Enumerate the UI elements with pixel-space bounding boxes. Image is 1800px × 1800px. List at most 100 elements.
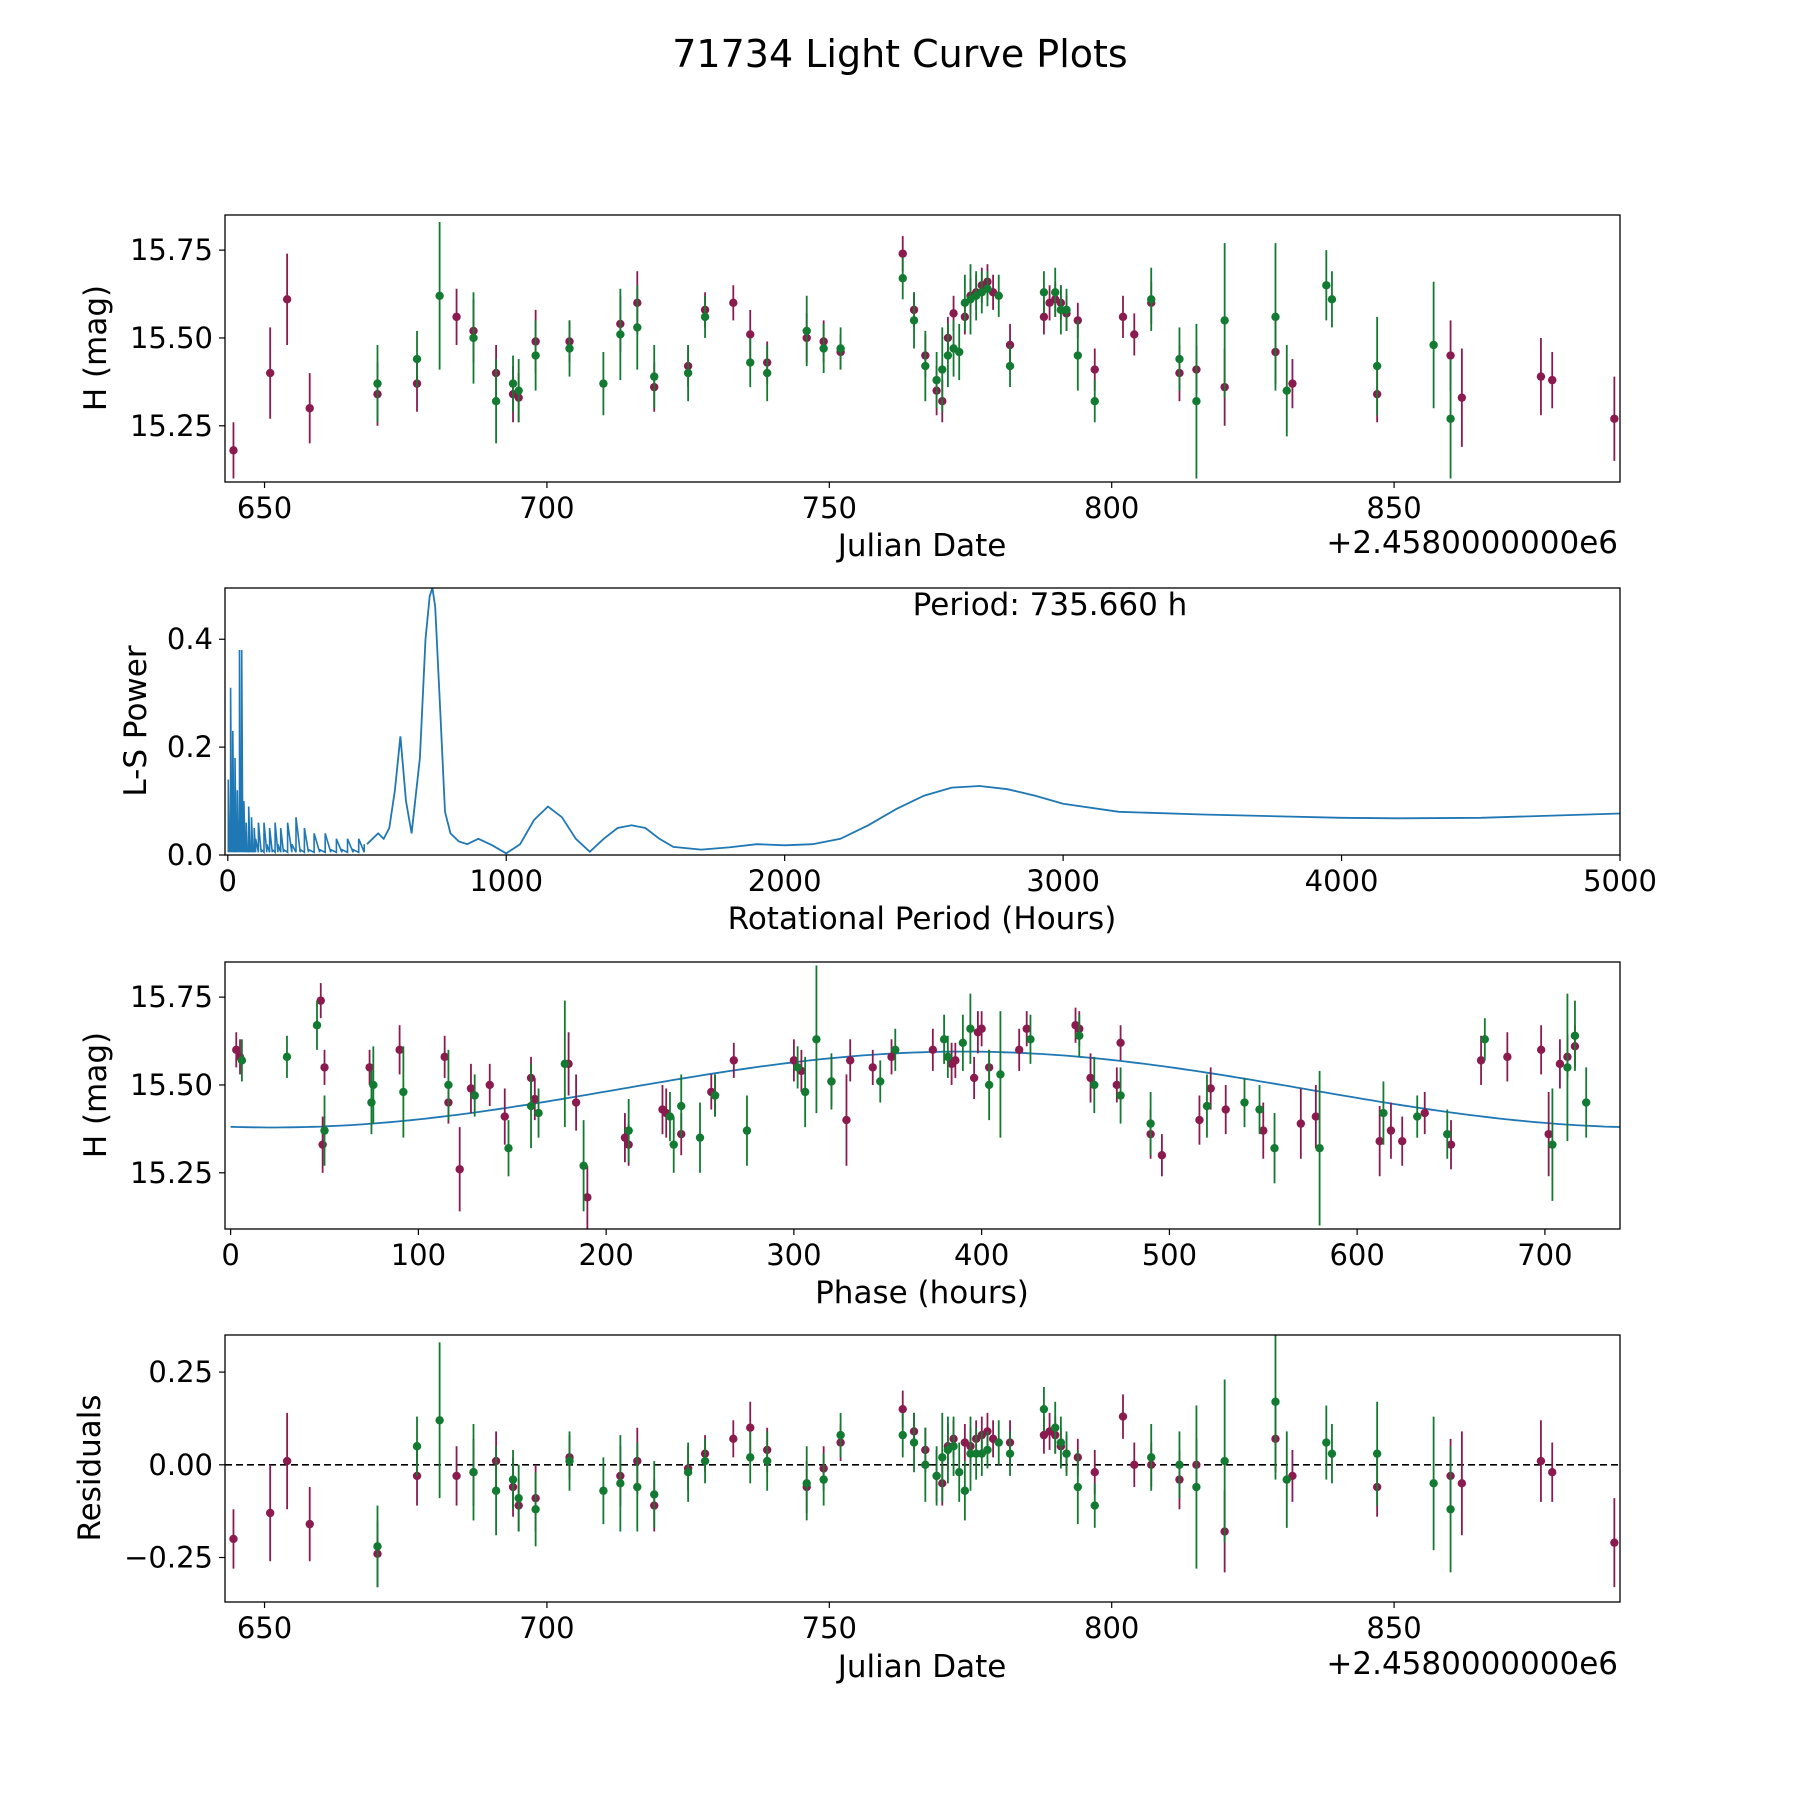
x-tick-label: 850 (1366, 1611, 1421, 1645)
data-point (683, 344, 693, 402)
marker (1220, 316, 1229, 325)
y-tick-label: 15.50 (130, 1068, 213, 1102)
marker (939, 1035, 949, 1044)
data-point (1045, 1412, 1054, 1450)
data-point (1271, 243, 1280, 391)
x-tick-label: 750 (802, 491, 857, 525)
marker (746, 330, 755, 339)
marker (531, 1505, 540, 1514)
marker (943, 1052, 953, 1062)
marker (1582, 1098, 1591, 1107)
marker (1429, 340, 1438, 350)
marker (265, 368, 275, 378)
marker (616, 1479, 625, 1488)
marker (1311, 1112, 1321, 1121)
data-point (1073, 1449, 1083, 1525)
periodogram-marks (227, 588, 1620, 855)
marker (746, 358, 755, 367)
marker (491, 1486, 501, 1495)
data-point (812, 965, 821, 1114)
marker (1073, 316, 1083, 325)
data-point (1420, 1091, 1429, 1135)
marker (700, 312, 710, 322)
data-point (452, 1446, 461, 1506)
data-point (928, 1028, 938, 1071)
data-point (836, 1412, 845, 1458)
marker (469, 1468, 478, 1477)
marker (1327, 295, 1337, 304)
marker (802, 1479, 811, 1488)
marker (435, 1416, 444, 1425)
marker (1296, 1119, 1306, 1128)
data-point (793, 1046, 802, 1089)
data-point (1221, 1084, 1230, 1135)
x-tick-label: 1000 (469, 864, 543, 898)
data-point (1480, 1018, 1490, 1061)
marker (452, 1471, 461, 1481)
marker (958, 1038, 968, 1048)
marker (318, 1140, 327, 1149)
data-point (282, 253, 292, 345)
data-point (1073, 320, 1083, 391)
phased-ticks: 0 100 200 300 400 500 600 700 15.25 15.50 15.75 (130, 980, 1573, 1272)
data-point (229, 1509, 238, 1569)
data-point (802, 295, 811, 367)
data-point (305, 373, 314, 444)
data-point (237, 1039, 247, 1082)
marker (665, 1112, 675, 1121)
data-point (650, 1461, 659, 1528)
data-point (1056, 1416, 1066, 1469)
marker (960, 1486, 970, 1495)
y-tick-label: 15.50 (130, 321, 213, 355)
marker (683, 1468, 693, 1477)
data-point (1206, 1067, 1215, 1110)
residuals-ticks: 650 700 750 800 850 −0.25 0.00 0.25 (124, 1355, 1422, 1645)
data-point (373, 344, 382, 423)
marker (1372, 1449, 1382, 1458)
data-point (1202, 1074, 1212, 1138)
periodogram-annotation: Period: 735.660 h (913, 587, 1188, 623)
data-point (1446, 1120, 1456, 1170)
data-point (444, 1049, 453, 1121)
marker (1327, 1449, 1337, 1458)
marker (571, 1098, 581, 1107)
marker (1039, 312, 1049, 322)
data-point (1147, 267, 1156, 331)
data-point (1372, 1401, 1382, 1506)
data-point (949, 1416, 958, 1476)
marker (683, 368, 693, 378)
marker (898, 249, 907, 258)
marker (1610, 414, 1619, 423)
marker (1090, 365, 1099, 374)
marker (444, 1080, 453, 1090)
marker (977, 1024, 986, 1033)
marker (435, 291, 444, 301)
x-tick-label: 0 (221, 1238, 239, 1272)
data-point (1610, 376, 1619, 461)
data-point (1005, 344, 1015, 388)
marker (650, 1490, 659, 1499)
data-point (1379, 1081, 1388, 1145)
marker (455, 1165, 464, 1174)
data-point (1503, 1032, 1512, 1082)
marker (1192, 1482, 1201, 1492)
data-point (616, 1435, 625, 1532)
data-point (369, 1046, 378, 1124)
data-point (710, 1074, 720, 1117)
data-point (1372, 316, 1382, 416)
marker (373, 1542, 382, 1551)
data-point (1570, 1000, 1580, 1071)
marker (746, 1423, 755, 1432)
data-point (1446, 1446, 1455, 1573)
data-point (960, 1461, 970, 1521)
marker (949, 1442, 958, 1451)
marker (1420, 1108, 1429, 1118)
marker (1073, 1482, 1083, 1492)
data-point (898, 1412, 907, 1458)
marker (1005, 361, 1015, 371)
marker (729, 298, 738, 308)
marker (620, 1133, 630, 1142)
marker (819, 1475, 828, 1484)
marker (951, 1056, 960, 1065)
marker (762, 368, 772, 378)
